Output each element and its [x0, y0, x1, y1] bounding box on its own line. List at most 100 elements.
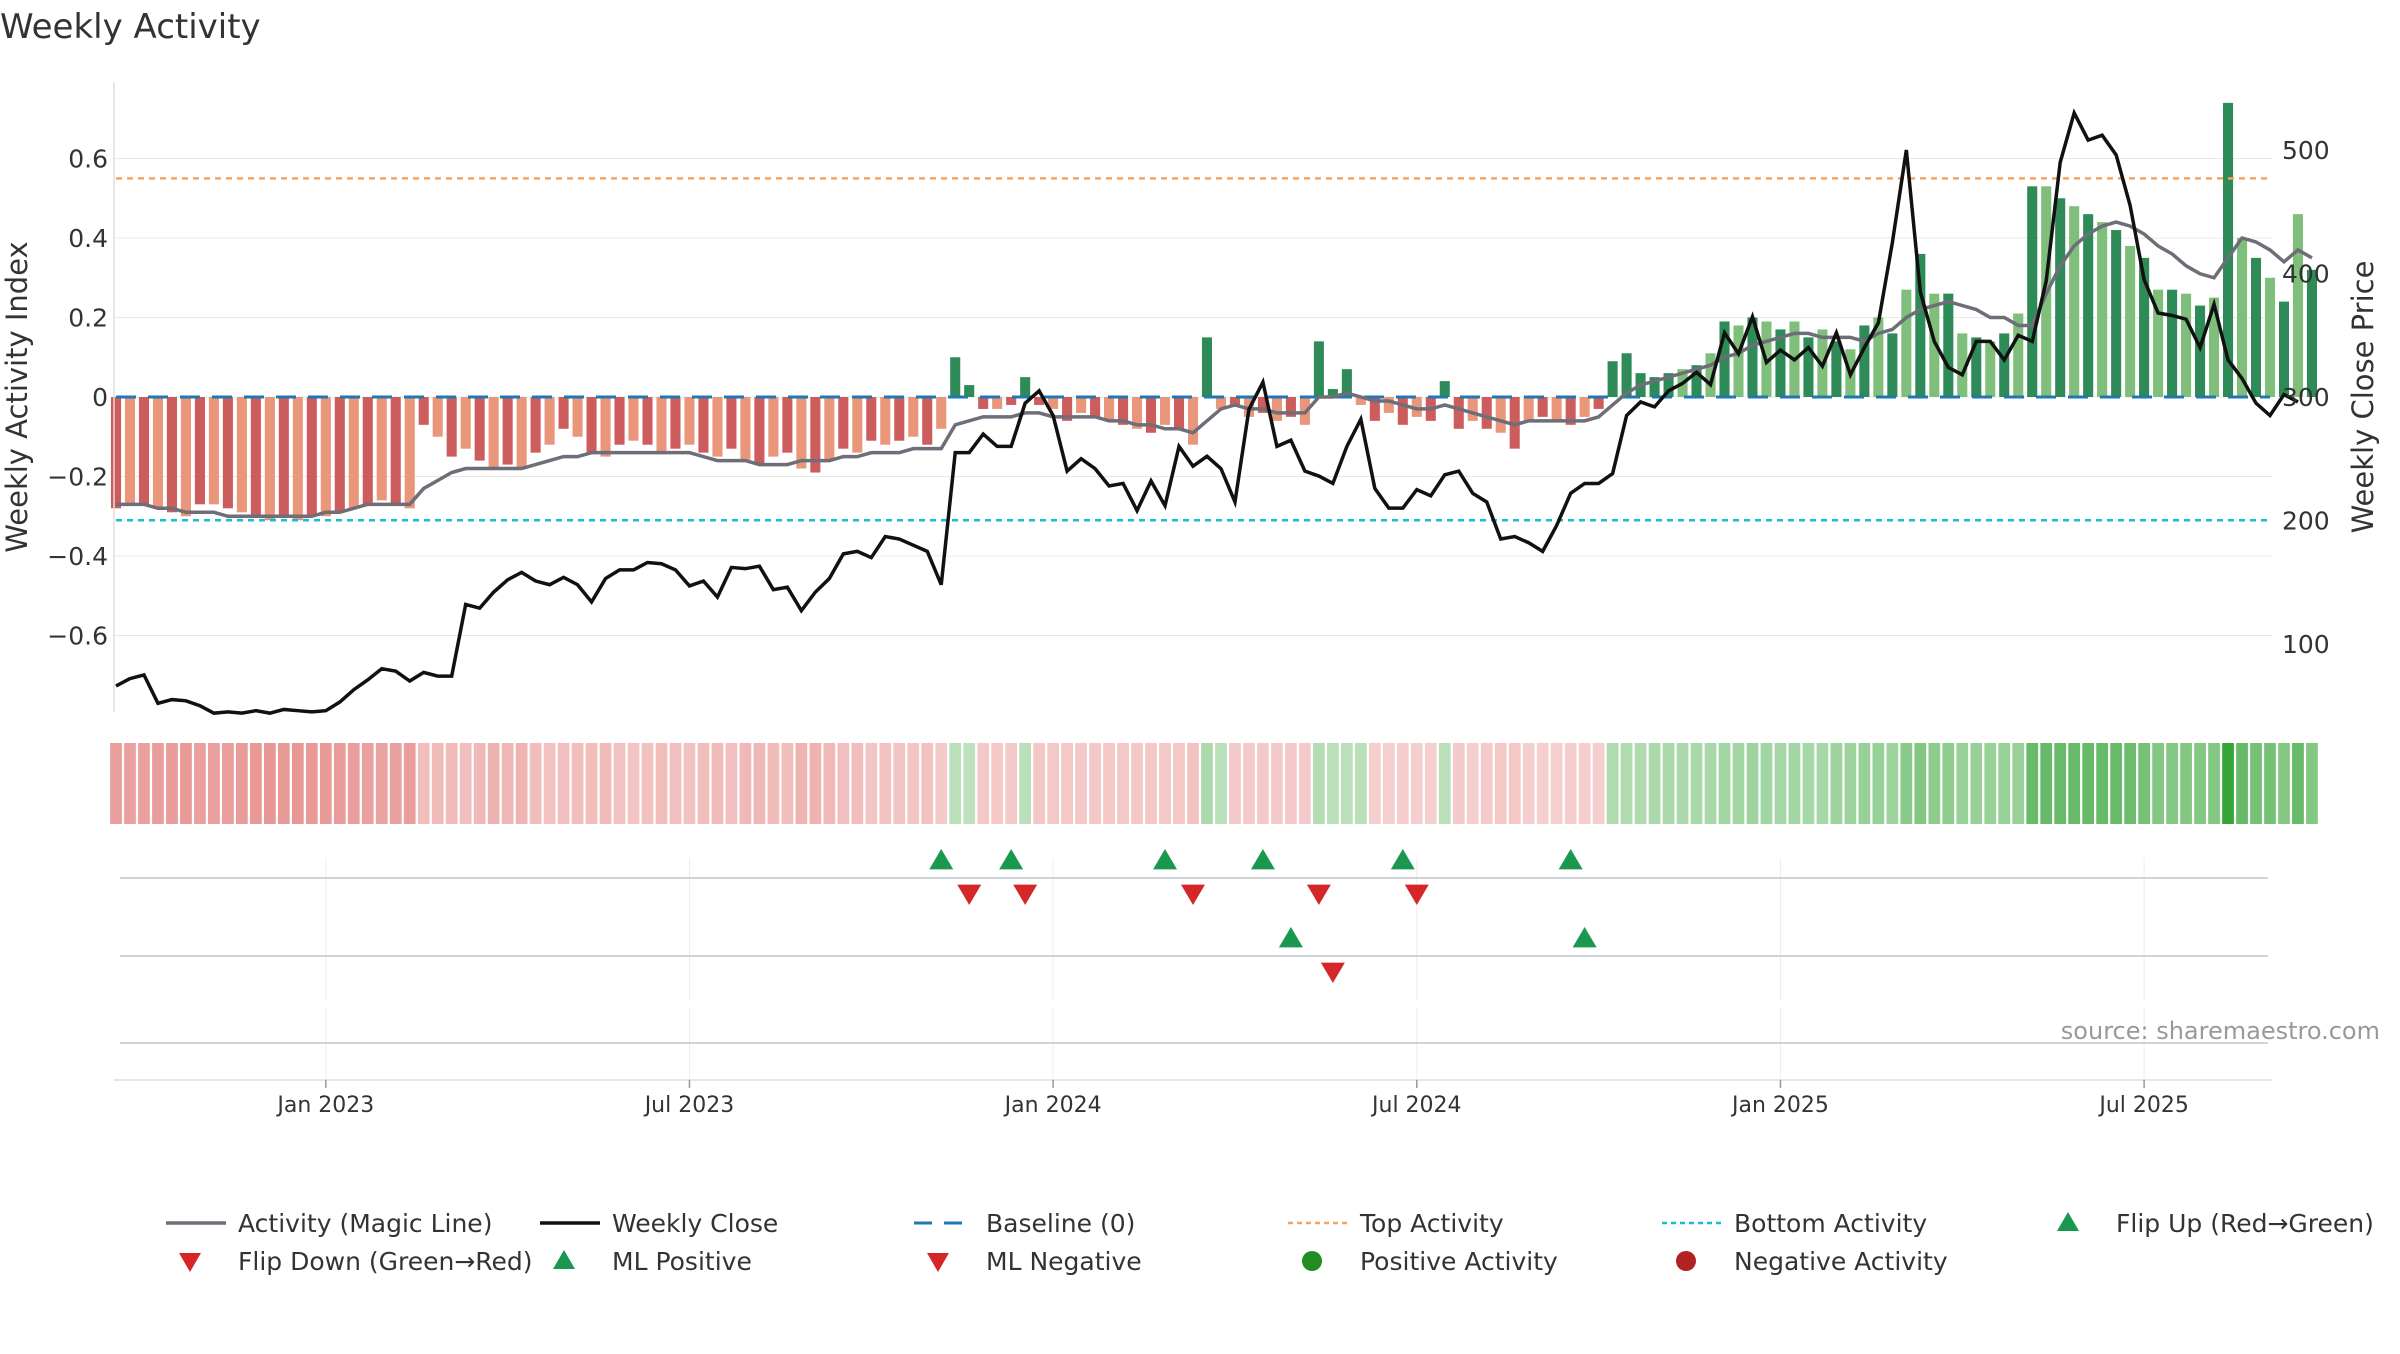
- activity-bar: [1104, 397, 1115, 421]
- heatmap-cell: [1704, 743, 1717, 824]
- legend-item: Flip Up (Red→Green): [2057, 1209, 2374, 1238]
- activity-bar: [222, 397, 233, 509]
- legend-item: Negative Activity: [1676, 1247, 1948, 1276]
- heatmap-cell: [1830, 743, 1843, 824]
- activity-bar: [1173, 397, 1185, 429]
- heatmap-cell: [2068, 743, 2081, 824]
- legend-label: ML Negative: [986, 1247, 1142, 1276]
- heatmap-cell: [739, 743, 752, 824]
- chart-title: Weekly Activity: [0, 7, 261, 47]
- heatmap-cell: [403, 743, 416, 824]
- activity-bar: [180, 397, 191, 517]
- activity-bar: [1593, 397, 1604, 409]
- activity-bar: [1090, 397, 1101, 417]
- activity-bar: [1579, 397, 1590, 417]
- activity-bar: [390, 397, 401, 505]
- heatmap-cell: [2082, 743, 2095, 824]
- lines-layer: [115, 108, 2313, 715]
- heatmap-cell: [1396, 743, 1409, 824]
- heatmap-cell: [823, 743, 836, 824]
- activity-bar: [852, 397, 863, 453]
- activity-bar: [166, 397, 177, 513]
- heatmap-cell: [501, 743, 514, 824]
- activity-bar: [334, 397, 345, 513]
- heatmap-cell: [907, 743, 920, 824]
- legend-label: Weekly Close: [612, 1209, 778, 1238]
- left-tick-label: 0: [92, 383, 108, 412]
- activity-bar: [292, 397, 303, 521]
- heatmap-cell: [669, 743, 682, 824]
- left-tick-label: −0.4: [47, 542, 108, 571]
- activity-bar: [2097, 222, 2108, 397]
- heatmap-cell: [1271, 743, 1283, 824]
- red-circle-icon: [1676, 1251, 1696, 1271]
- heatmap-cell: [1858, 743, 1871, 824]
- activity-bar: [418, 397, 429, 425]
- heatmap-cell: [1648, 743, 1661, 824]
- flip-down-marker: [1181, 884, 1205, 905]
- activity-bar: [1971, 337, 1982, 397]
- heatmap-cell: [1201, 743, 1213, 824]
- x-tick-label: Jan 2024: [1003, 1093, 1102, 1118]
- heatmap-cell: [1061, 743, 1073, 824]
- activity-bar: [1551, 397, 1562, 421]
- heatmap-cell: [249, 743, 262, 824]
- activity-bar: [2069, 206, 2080, 397]
- heatmap-cell: [1620, 743, 1633, 824]
- activity-bar: [880, 397, 891, 445]
- activity-bar: [446, 397, 457, 457]
- heatmap-cell: [893, 743, 906, 824]
- activity-bar: [2181, 293, 2192, 397]
- heatmap-cell: [1802, 743, 1815, 824]
- heatmap-cell: [1536, 743, 1549, 824]
- heatmap-cell: [417, 743, 430, 824]
- heatmap-cell: [697, 743, 710, 824]
- activity-bar: [208, 397, 219, 505]
- activity-bar: [1285, 397, 1296, 417]
- heatmap-cell: [1900, 743, 1913, 824]
- activity-bar: [1327, 389, 1338, 397]
- activity-bar: [1691, 365, 1702, 397]
- activity-bar: [306, 397, 317, 517]
- activity-bar: [1929, 293, 1940, 397]
- activity-bar: [670, 397, 681, 449]
- activity-bar: [488, 397, 499, 469]
- x-tick-label: Jul 2025: [2097, 1093, 2189, 1118]
- source-credit: source: sharemaestro.com: [2061, 1017, 2380, 1045]
- heatmap-cell: [194, 743, 206, 824]
- activity-bar: [1537, 397, 1548, 417]
- left-tick-label: −0.2: [47, 463, 108, 492]
- heatmap-cell: [2264, 743, 2276, 824]
- activity-bar: [1747, 317, 1758, 397]
- heatmap-cell: [1564, 743, 1577, 824]
- activity-bar: [2139, 257, 2150, 397]
- heatmap-cell: [767, 743, 780, 824]
- heatmap-cell: [627, 743, 640, 824]
- heatmap-cell: [1257, 743, 1269, 824]
- activity-bar: [866, 397, 877, 441]
- activity-bar: [936, 397, 947, 429]
- heatmap-cell: [1438, 743, 1451, 824]
- legend: Activity (Magic Line) Weekly Close Baselin…: [166, 1209, 2374, 1276]
- heatmap-cell: [1424, 743, 1437, 824]
- activity-bar: [1257, 397, 1268, 413]
- activity-bar: [1006, 397, 1017, 405]
- heatmap-cell: [2236, 743, 2248, 824]
- heatmap-cell: [138, 743, 150, 824]
- activity-bar: [2278, 301, 2290, 397]
- flip-up-marker: [1558, 849, 1583, 870]
- activity-bar: [796, 397, 807, 469]
- activity-bar: [572, 397, 583, 437]
- activity-bar: [516, 397, 527, 469]
- legend-item: Baseline (0): [914, 1209, 1135, 1238]
- heatmap-cell: [1243, 743, 1255, 824]
- heatmap-cell: [1634, 743, 1647, 824]
- heatmap-cell: [431, 743, 444, 824]
- flip-down-marker: [1013, 884, 1038, 905]
- heatmap-cell: [753, 743, 766, 824]
- activity-bar: [1215, 397, 1227, 409]
- activity-bars: [110, 102, 2317, 521]
- left-tick-label: −0.6: [47, 622, 108, 651]
- legend-label: Baseline (0): [986, 1209, 1135, 1238]
